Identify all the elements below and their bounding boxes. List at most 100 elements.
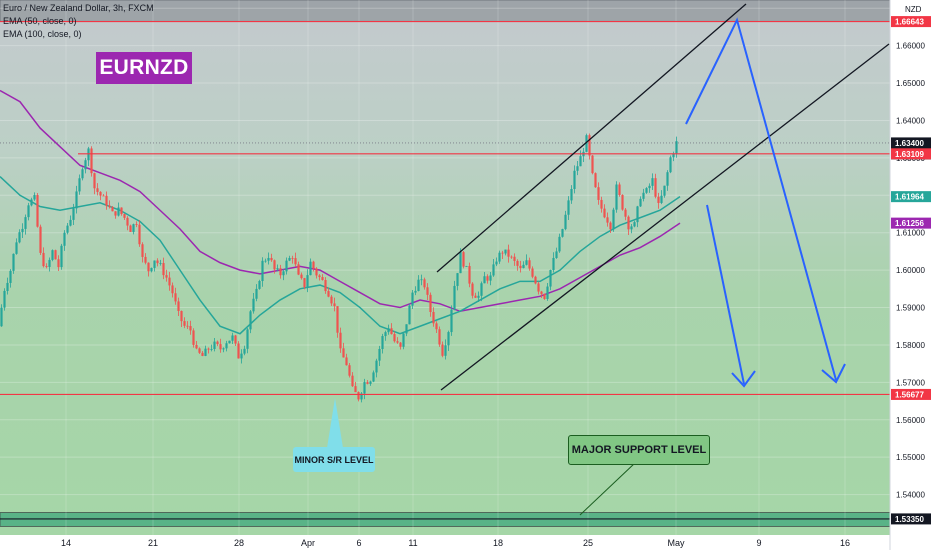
channel-lower-line[interactable] xyxy=(440,43,890,391)
candle-body[interactable] xyxy=(273,260,276,270)
candle-body[interactable] xyxy=(498,252,501,262)
candle-body[interactable] xyxy=(114,211,117,216)
candle-body[interactable] xyxy=(129,225,132,232)
candle-body[interactable] xyxy=(75,191,78,209)
candle-body[interactable] xyxy=(264,260,267,262)
candle-body[interactable] xyxy=(249,311,252,330)
candle-body[interactable] xyxy=(378,349,381,361)
candle-body[interactable] xyxy=(279,268,282,276)
candle-body[interactable] xyxy=(6,282,9,291)
candle-body[interactable] xyxy=(213,341,216,350)
candle-body[interactable] xyxy=(480,283,483,296)
candle-body[interactable] xyxy=(456,273,459,286)
projection-path-short[interactable] xyxy=(706,204,745,385)
candle-body[interactable] xyxy=(285,260,288,272)
candle-body[interactable] xyxy=(399,342,402,347)
candle-body[interactable] xyxy=(528,260,531,269)
candle-body[interactable] xyxy=(432,311,435,324)
candle-body[interactable] xyxy=(633,222,636,227)
candle-body[interactable] xyxy=(132,224,135,232)
candle-body[interactable] xyxy=(27,205,30,218)
candle-body[interactable] xyxy=(261,260,264,282)
candle-body[interactable] xyxy=(483,276,486,284)
candle-body[interactable] xyxy=(549,270,552,287)
candle-body[interactable] xyxy=(489,275,492,281)
candle-body[interactable] xyxy=(303,278,306,288)
candle-body[interactable] xyxy=(345,357,348,366)
candle-body[interactable] xyxy=(591,155,594,174)
candle-body[interactable] xyxy=(660,195,663,203)
candle-body[interactable] xyxy=(69,219,72,226)
candle-body[interactable] xyxy=(603,208,606,218)
candle-body[interactable] xyxy=(336,306,339,333)
candle-body[interactable] xyxy=(141,244,144,257)
candle-body[interactable] xyxy=(672,153,675,158)
candle-body[interactable] xyxy=(600,199,603,209)
candle-body[interactable] xyxy=(654,178,657,197)
candle-body[interactable] xyxy=(396,341,399,343)
candle-body[interactable] xyxy=(330,296,333,304)
price-axis[interactable] xyxy=(890,0,932,535)
candle-body[interactable] xyxy=(393,334,396,342)
ema100-line[interactable] xyxy=(0,89,681,313)
candle-body[interactable] xyxy=(66,225,69,233)
candle-body[interactable] xyxy=(453,285,456,310)
candle-body[interactable] xyxy=(621,194,624,210)
candle-body[interactable] xyxy=(495,261,498,265)
candle-body[interactable] xyxy=(465,266,468,267)
candle-body[interactable] xyxy=(0,307,3,327)
ema100-legend[interactable]: EMA (100, close, 0) xyxy=(3,29,82,39)
candle-body[interactable] xyxy=(291,257,294,259)
candle-body[interactable] xyxy=(282,271,285,276)
candle-body[interactable] xyxy=(36,195,39,227)
candle-body[interactable] xyxy=(417,279,420,291)
price-tag[interactable] xyxy=(891,16,931,28)
candle-body[interactable] xyxy=(108,205,111,208)
candle-body[interactable] xyxy=(444,345,447,356)
candle-body[interactable] xyxy=(252,298,255,312)
candle-body[interactable] xyxy=(12,253,15,271)
candle-body[interactable] xyxy=(369,381,372,384)
candle-body[interactable] xyxy=(669,157,672,173)
candle-body[interactable] xyxy=(171,285,174,294)
candle-body[interactable] xyxy=(60,245,63,268)
candle-body[interactable] xyxy=(81,169,84,179)
candle-body[interactable] xyxy=(618,184,621,195)
candle-body[interactable] xyxy=(648,185,651,189)
candle-body[interactable] xyxy=(321,277,324,281)
candle-body[interactable] xyxy=(183,321,186,326)
candle-body[interactable] xyxy=(195,344,198,349)
candle-body[interactable] xyxy=(204,348,207,356)
candle-body[interactable] xyxy=(540,291,543,294)
candle-body[interactable] xyxy=(486,276,489,281)
candle-body[interactable] xyxy=(381,336,384,350)
candle-body[interactable] xyxy=(159,263,162,264)
candle-body[interactable] xyxy=(21,228,24,233)
candle-body[interactable] xyxy=(558,236,561,252)
candle-body[interactable] xyxy=(555,251,558,258)
candle-body[interactable] xyxy=(414,290,417,293)
candle-body[interactable] xyxy=(612,209,615,230)
candle-body[interactable] xyxy=(546,286,549,299)
candle-body[interactable] xyxy=(207,348,210,350)
candle-body[interactable] xyxy=(63,232,66,246)
candle-body[interactable] xyxy=(231,335,234,341)
candle-body[interactable] xyxy=(144,256,147,263)
candle-body[interactable] xyxy=(147,262,150,272)
candle-body[interactable] xyxy=(333,303,336,307)
candle-body[interactable] xyxy=(219,344,222,350)
candle-body[interactable] xyxy=(360,393,363,400)
candle-body[interactable] xyxy=(366,382,369,384)
candle-body[interactable] xyxy=(675,141,678,154)
candle-body[interactable] xyxy=(288,257,291,261)
candle-body[interactable] xyxy=(663,185,666,196)
candle-body[interactable] xyxy=(180,310,183,322)
candle-body[interactable] xyxy=(585,135,588,152)
candle-body[interactable] xyxy=(435,323,438,330)
candle-body[interactable] xyxy=(537,283,540,292)
candle-body[interactable] xyxy=(564,214,567,230)
candle-body[interactable] xyxy=(519,265,522,269)
candle-body[interactable] xyxy=(192,330,195,345)
candle-body[interactable] xyxy=(255,288,258,299)
